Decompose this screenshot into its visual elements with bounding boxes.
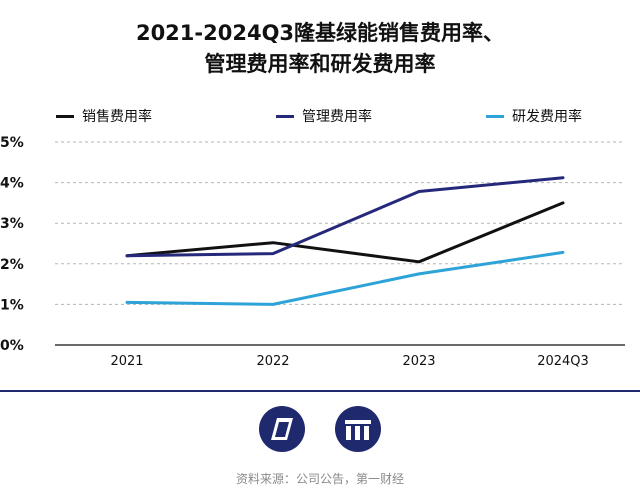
legend-label-admin: 管理费用率 (302, 109, 372, 125)
publisher-logo-icon (259, 406, 305, 452)
x-tick-label: 2021 (110, 354, 143, 369)
title-line-1: 2021-2024Q3隆基绿能销售费用率、 (135, 21, 505, 45)
legend-swatch-admin (276, 114, 294, 118)
legend-swatch-sales (56, 114, 74, 118)
x-tick-label: 2022 (256, 354, 289, 369)
x-tick-label: 2023 (402, 354, 435, 369)
publisher-emblem-icon (335, 406, 381, 452)
y-tick-label: 2% (0, 257, 24, 273)
legend-item-rnd: 研发费用率 (486, 106, 582, 126)
footer-divider (0, 390, 640, 392)
legend-label-rnd: 研发费用率 (512, 109, 582, 125)
legend-swatch-rnd (486, 114, 504, 118)
y-tick-label: 3% (0, 216, 24, 232)
y-tick-label: 4% (0, 176, 24, 192)
title-line-2: 管理费用率和研发费用率 (204, 52, 436, 76)
series-line-2 (125, 250, 565, 306)
legend-label-sales: 销售费用率 (82, 109, 152, 125)
x-tick-label: 2024Q3 (537, 354, 589, 369)
legend-item-sales: 销售费用率 (56, 106, 152, 126)
y-tick-label: 5% (0, 135, 24, 151)
line-chart: 0% 1% 2% 3% 4% 5% 2021 2022 2023 2024Q3 (0, 135, 625, 369)
chart-title: 2021-2024Q3隆基绿能销售费用率、 管理费用率和研发费用率 (0, 18, 640, 80)
y-tick-label: 1% (0, 297, 24, 313)
source-note: 资料来源：公司公告，第一财经 (235, 472, 404, 486)
series-line-1 (125, 176, 565, 258)
y-tick-label: 0% (0, 338, 24, 354)
series-line-0 (125, 201, 565, 264)
legend-item-admin: 管理费用率 (276, 106, 372, 126)
